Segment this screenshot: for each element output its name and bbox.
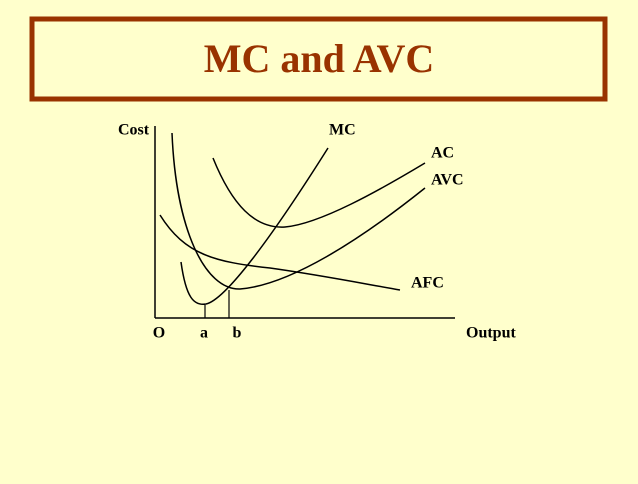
curve-label: AC (431, 145, 454, 162)
curve-label: MC (329, 122, 356, 139)
avc-curve (171, 132, 426, 290)
mc-curve (180, 147, 329, 305)
x-mark-label: b (233, 325, 242, 342)
y-axis-label: Cost (118, 122, 150, 139)
afc-curve (159, 214, 401, 291)
ac-curve (212, 157, 426, 228)
title: MC and AVC (204, 36, 434, 81)
x-axis-label: Output (466, 325, 516, 342)
x-mark-label: a (200, 325, 208, 342)
curve-label: AFC (411, 275, 444, 292)
curve-label: AVC (431, 172, 464, 189)
origin-label: O (153, 325, 165, 342)
title-box (29, 16, 608, 102)
